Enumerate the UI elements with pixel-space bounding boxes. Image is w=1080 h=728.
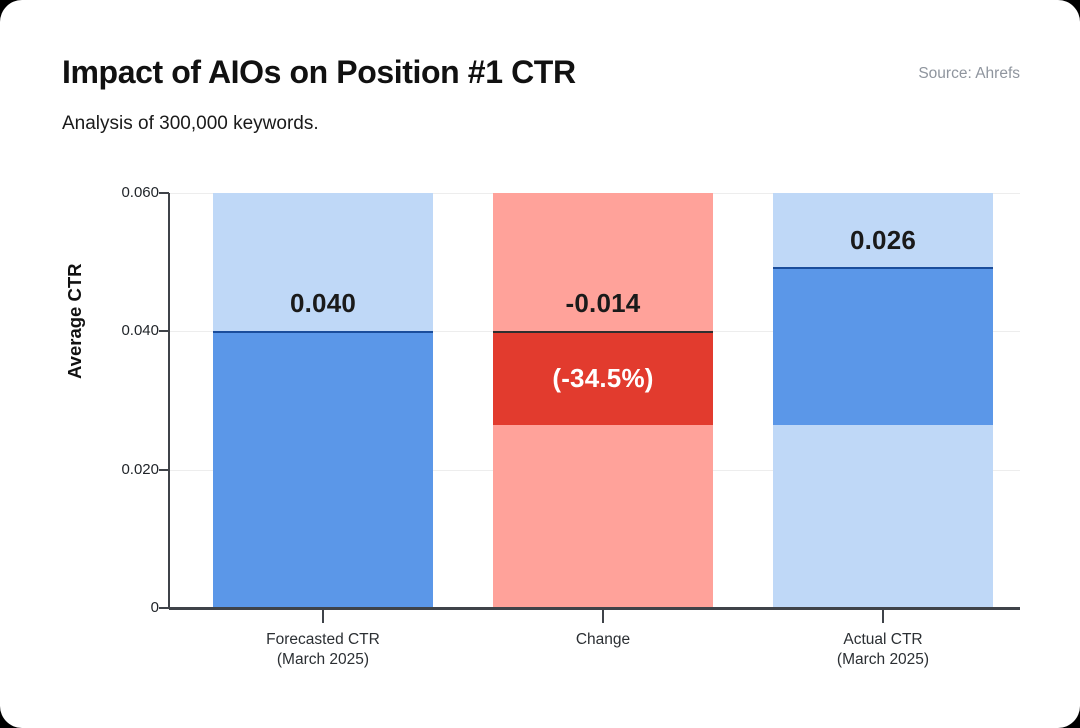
- category-label-line: (March 2025): [836, 651, 930, 668]
- x-tick-mark: [882, 610, 884, 623]
- y-tick-label: 0.040: [121, 322, 159, 340]
- x-tick-mark: [322, 610, 324, 623]
- y-tick-label: 0: [150, 599, 159, 616]
- category-label-line: Change: [575, 631, 631, 648]
- category-label-line: (March 2025): [276, 651, 370, 668]
- chart-subtitle: Analysis of 300,000 keywords.: [62, 113, 319, 134]
- y-tick-mark: [159, 330, 169, 333]
- category-label-line: Actual CTR: [843, 631, 923, 648]
- y-tick-label: 0.020: [121, 460, 159, 478]
- bar-segment: [773, 267, 993, 426]
- bar-forecasted-ctr: 0.040: [213, 193, 433, 608]
- y-tick-mark: [159, 468, 169, 471]
- bar-value-label: 0.040: [289, 287, 357, 318]
- bar-value-label: -0.014: [565, 287, 641, 318]
- x-axis-line: [169, 607, 1020, 610]
- y-tick-label: 0.060: [121, 184, 159, 201]
- category-label-line: Forecasted CTR: [266, 631, 380, 648]
- bar-change: -0.014 (-34.5%): [493, 193, 713, 608]
- x-tick-mark: [602, 610, 604, 623]
- plot-area: 0.040 -0.014 (-34.5%) 0.026: [169, 193, 1020, 608]
- y-tick-mark: [159, 192, 169, 194]
- page-title: Impact of AIOs on Position #1 CTR: [62, 54, 576, 90]
- y-tick-mark: [159, 607, 169, 609]
- category-label-forecasted: Forecasted CTR (March 2025): [266, 630, 380, 670]
- source-label: Source: Ahrefs: [918, 65, 1020, 82]
- bar-segment: [493, 331, 713, 426]
- bar-percent-label: (-34.5%): [552, 363, 654, 394]
- bar-actual-ctr: 0.026: [773, 193, 993, 608]
- category-label-actual: Actual CTR (March 2025): [837, 630, 929, 670]
- category-label-change: Change: [576, 630, 630, 650]
- y-axis-line: [168, 193, 170, 608]
- bar-segment: [213, 331, 433, 608]
- bar-value-label: 0.026: [849, 225, 917, 256]
